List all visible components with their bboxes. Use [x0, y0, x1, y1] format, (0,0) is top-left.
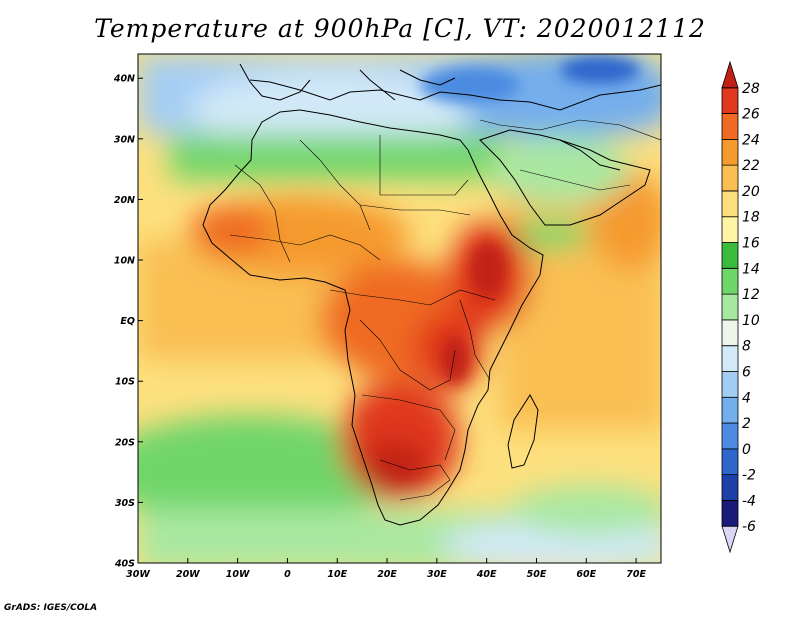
colorbar-swatch [721, 190, 739, 218]
colorbar-swatch [721, 60, 739, 89]
colorbar-label: 18 [742, 210, 760, 226]
x-tick-label: 10E [327, 569, 347, 580]
field-arctic-cool [560, 56, 640, 84]
temperature-field [138, 54, 661, 563]
colorbar-label: 0 [742, 442, 751, 458]
colorbar-swatch [721, 319, 739, 347]
colorbar-label: -2 [742, 468, 756, 484]
colorbar-label: 8 [742, 339, 751, 355]
border-east [459, 299, 491, 381]
colorbar-swatch [721, 164, 739, 192]
colorbar-swatch [721, 474, 739, 501]
y-tick-label: 10S [115, 377, 135, 388]
x-tick-label: 10W [226, 569, 250, 580]
x-tick-label: 30E [427, 569, 447, 580]
border-arabia [519, 169, 631, 191]
colorbar-swatch [721, 448, 739, 476]
colorbar-label: -6 [742, 519, 756, 535]
plot-frame [137, 53, 662, 564]
y-tick-label: EQ [120, 316, 135, 327]
x-tick-label: 50E [527, 569, 547, 580]
colorbar-swatch [721, 293, 739, 321]
balkans-coastline [399, 69, 456, 86]
x-axis: 30W 20W 10W 0 10E 20E 30E 40E 50E 60E 70E [126, 558, 646, 580]
field-sahara-green [170, 135, 500, 180]
colorbar-label: 22 [742, 158, 760, 174]
field-aegean-cool [420, 67, 520, 103]
y-tick-label: 20N [114, 195, 135, 206]
persian-gulf-coastline [559, 139, 621, 171]
border-sahara-central [299, 139, 371, 231]
y-axis: 40S 30S 20S 10S EQ 10N 20N 30N 40N [113, 74, 143, 570]
border-central [329, 289, 496, 306]
border-drc [359, 319, 456, 391]
colorbar-label: -4 [742, 493, 756, 509]
colorbar-label: 28 [742, 81, 760, 97]
y-tick-label: 20S [115, 437, 135, 448]
y-tick-label: 10N [114, 256, 135, 267]
field-south-atlantic [138, 415, 400, 525]
colorbar-label: 14 [742, 261, 760, 277]
colorbar-swatch [721, 371, 739, 398]
colorbar-swatch [721, 525, 739, 554]
colorbar-swatch [721, 242, 739, 269]
chart-title: Temperature at 900hPa [C], VT: 202001211… [94, 14, 706, 43]
europe-coastline [249, 79, 661, 111]
borders [229, 119, 661, 501]
arabia-coastline [479, 129, 651, 226]
colorbar-swatch [721, 422, 739, 450]
africa-coastline [202, 109, 544, 526]
coastlines [202, 63, 661, 526]
colorbar-swatch [721, 396, 739, 424]
x-tick-label: 0 [284, 569, 291, 580]
colorbar-swatch [721, 267, 739, 295]
grads-credit: GrADS: IGES/COLA [4, 603, 98, 613]
field-ethiopia-core [470, 242, 506, 298]
colorbar-label: 6 [742, 364, 751, 380]
border-southern [361, 394, 456, 461]
colorbar-swatch [721, 113, 739, 140]
border-sudan [359, 204, 471, 216]
x-tick-label: 60E [576, 569, 596, 580]
field-west-sahel [190, 205, 270, 255]
colorbar-label: 2 [742, 416, 751, 432]
iberia-coastline [239, 63, 311, 101]
border-egypt [379, 135, 469, 196]
colorbar-swatch [721, 500, 739, 527]
x-tick-label: 20W [176, 569, 200, 580]
border-middle-east [479, 119, 661, 141]
border-sahara-west [234, 164, 291, 263]
field-south-indian [510, 485, 661, 535]
border-south-africa [379, 459, 451, 501]
x-tick-label: 40E [476, 569, 497, 580]
field-lake-region [441, 336, 469, 384]
y-tick-label: 40N [113, 74, 135, 85]
field-mediterranean [190, 70, 470, 150]
madagascar-coastline [507, 394, 539, 469]
colorbar-label: 26 [742, 107, 760, 123]
field-kalahari [360, 440, 430, 500]
y-tick-label: 40S [114, 559, 135, 570]
colorbar-swatch [721, 216, 739, 243]
colorbar-swatch [721, 87, 739, 114]
colorbar-swatch [721, 345, 739, 372]
x-tick-label: 20E [377, 569, 397, 580]
field-arabia-green [490, 135, 630, 205]
field-red-sea [510, 220, 590, 250]
x-tick-label: 70E [626, 569, 646, 580]
colorbar-swatch [721, 138, 739, 166]
y-tick-label: 30N [114, 134, 135, 145]
colorbar-label: 24 [742, 132, 760, 148]
colorbar-label: 10 [742, 313, 760, 329]
x-tick-label: 30W [126, 569, 150, 580]
colorbar-label: 4 [742, 390, 751, 406]
italy-coastline [359, 69, 396, 101]
colorbar-label: 16 [742, 236, 760, 252]
y-tick-label: 30S [115, 498, 135, 509]
colorbar-label: 20 [742, 184, 760, 200]
colorbar-label: 12 [742, 287, 760, 303]
border-sahel [229, 234, 381, 261]
